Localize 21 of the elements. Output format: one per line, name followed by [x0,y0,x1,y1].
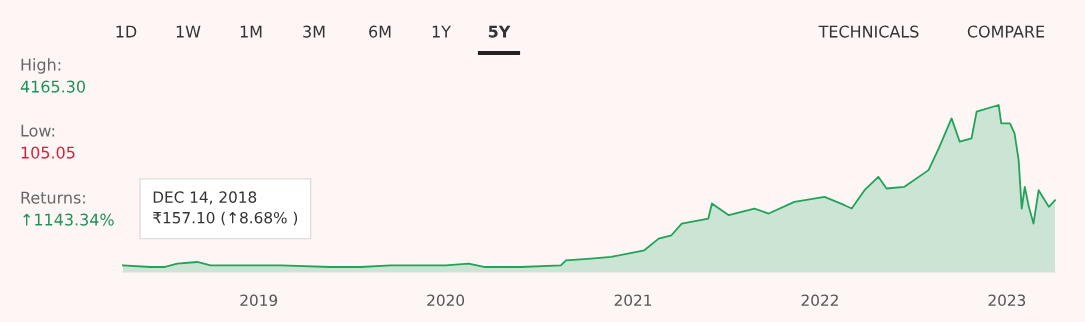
x-tick-label: 2020 [427,294,465,307]
text: TECHNICALS [818,25,919,38]
text: 1M [240,25,262,38]
text: 1D [116,25,137,38]
text: 105.05 [21,146,75,159]
text: ↑1143.34% [23,213,114,226]
text: 1Y [432,25,451,38]
text: Returns: [21,191,85,204]
x-tick-label: 2022 [801,294,838,307]
text: COMPARE [967,25,1045,38]
text: 6M [369,25,391,38]
text: 1W [176,25,201,38]
text: 5Y [488,25,511,38]
text: 3M [303,25,325,38]
text: High: [21,58,61,74]
annotation: DEC 14, 2018 ₹157.10 (↑8.68% ) [153,191,298,226]
x-tick-label: 2021 [614,294,652,307]
x-tick-label: 2023 [988,294,1026,307]
text: Low: [21,124,55,137]
text: 4165.30 [20,80,85,93]
x-tick-label: 2019 [240,294,278,307]
